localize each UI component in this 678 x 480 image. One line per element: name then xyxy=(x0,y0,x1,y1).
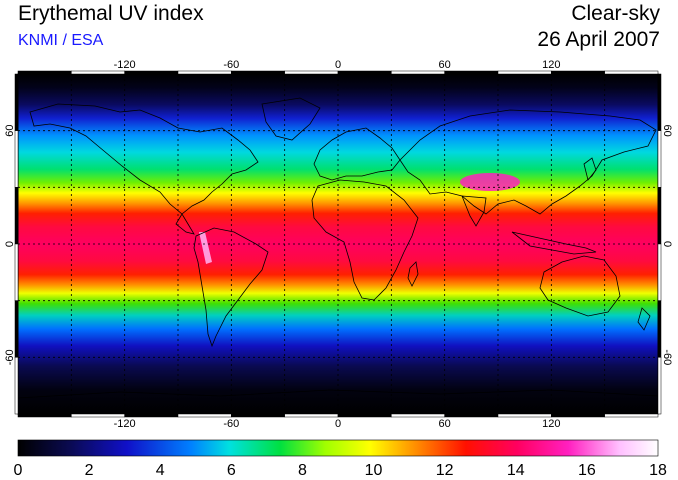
lon-labels-bottom: -120 -60 0 60 120 xyxy=(114,418,561,430)
lon-labels-top: -120 -60 0 60 120 xyxy=(114,59,561,71)
edge-ruler xyxy=(14,70,662,418)
ruler-band-bottom xyxy=(124,413,179,418)
ruler-band-bottom xyxy=(551,413,605,418)
ruler-band-bottom xyxy=(497,413,552,418)
ruler-band-bottom xyxy=(284,413,339,418)
lon-tick-label: -120 xyxy=(114,418,136,430)
coastlines xyxy=(18,97,658,399)
andes-high-uv-area xyxy=(199,232,212,264)
map-title: Erythemal UV index xyxy=(18,2,204,25)
ruler-band-top xyxy=(497,70,552,75)
colorbar-tick-label: 12 xyxy=(436,462,454,479)
date-label: 26 April 2007 xyxy=(537,28,660,51)
colorbar-tick-label: 16 xyxy=(578,462,596,479)
lat-labels-right: 60 0 -60 xyxy=(661,125,673,366)
lat-labels-left: 60 0 -60 xyxy=(4,125,16,366)
lon-tick-label: 60 xyxy=(439,59,451,71)
lat-tick-label: 60 xyxy=(661,125,673,137)
colorbar-tick-label: 8 xyxy=(298,462,307,479)
colorbar-tick-label: 14 xyxy=(507,462,525,479)
ruler-band-right xyxy=(657,243,662,301)
ruler-band-bottom xyxy=(337,413,392,418)
ruler-band-bottom xyxy=(71,413,125,418)
colorbar-tick-label: 4 xyxy=(156,462,165,479)
ruler-band-bottom xyxy=(17,413,72,418)
colorbar-labels: 0 2 4 6 8 10 12 14 16 18 xyxy=(14,462,667,479)
lat-tick-label: 0 xyxy=(4,241,16,247)
lat-tick-label: 0 xyxy=(661,241,673,247)
ruler-band-right xyxy=(657,130,662,188)
ruler-band-right xyxy=(657,300,662,358)
ruler-band-left xyxy=(14,243,19,301)
ruler-band-top xyxy=(231,70,285,75)
colorbar-tick-label: 0 xyxy=(14,462,23,479)
source-label: KNMI / ESA xyxy=(18,32,104,49)
ruler-band-left xyxy=(14,130,19,188)
lon-tick-label: -60 xyxy=(223,59,239,71)
colorbar-tick-label: 18 xyxy=(649,462,667,479)
colorbar-tick-label: 2 xyxy=(85,462,94,479)
ruler-band-top xyxy=(604,70,659,75)
ruler-band-top xyxy=(337,70,392,75)
ruler-band-left xyxy=(14,357,19,415)
ruler-band-top xyxy=(17,70,72,75)
lon-tick-label: 120 xyxy=(542,418,560,430)
ruler-band-top xyxy=(284,70,339,75)
lon-tick-label: 0 xyxy=(335,418,341,430)
ruler-band-bottom xyxy=(391,413,445,418)
ruler-band-bottom xyxy=(177,413,232,418)
ruler-band-bottom xyxy=(231,413,285,418)
lon-tick-label: -120 xyxy=(114,59,136,71)
ruler-band-bottom xyxy=(604,413,659,418)
lat-tick-label: 60 xyxy=(4,125,16,137)
lat-tick-label: -60 xyxy=(4,349,16,365)
ruler-band-right xyxy=(657,357,662,415)
colorbar-tick-label: 10 xyxy=(365,462,383,479)
lon-tick-label: 0 xyxy=(335,59,341,71)
sky-condition-label: Clear-sky xyxy=(571,2,660,25)
ruler-band-top xyxy=(444,70,499,75)
ruler-band-left xyxy=(14,187,19,245)
ruler-band-top xyxy=(551,70,605,75)
colorbar-tick-label: 6 xyxy=(227,462,236,479)
ruler-band-bottom xyxy=(444,413,499,418)
lat-tick-label: -60 xyxy=(661,349,673,365)
colorbar xyxy=(17,439,659,457)
ruler-band-top xyxy=(177,70,232,75)
ruler-band-right xyxy=(657,73,662,131)
ruler-band-right xyxy=(657,187,662,245)
tibet-high-uv-area xyxy=(460,173,520,191)
lon-tick-label: 120 xyxy=(542,59,560,71)
lon-tick-label: 60 xyxy=(439,418,451,430)
ruler-band-left xyxy=(14,300,19,358)
ruler-band-top xyxy=(124,70,179,75)
graticule xyxy=(18,74,658,414)
lon-tick-label: -60 xyxy=(223,418,239,430)
ruler-band-top xyxy=(391,70,445,75)
ruler-band-left xyxy=(14,73,19,131)
ruler-band-top xyxy=(71,70,125,75)
